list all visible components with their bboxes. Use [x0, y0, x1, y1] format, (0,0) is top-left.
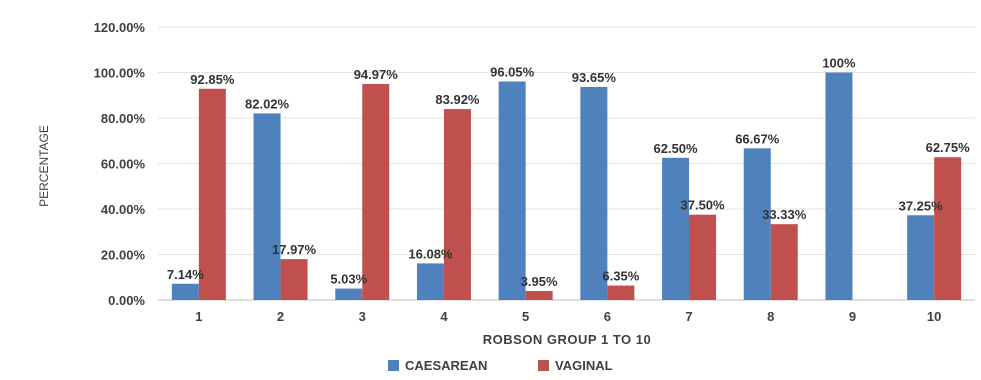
bars — [171, 72, 962, 300]
legend-label: CAESAREAN — [405, 358, 487, 373]
bar-caesarean — [335, 288, 363, 300]
y-tick-label: 40.00% — [101, 202, 146, 217]
data-label: 92.85% — [190, 72, 235, 87]
data-label: 66.67% — [735, 131, 780, 146]
data-label: 94.97% — [354, 67, 399, 82]
legend: CAESAREAN VAGINAL — [388, 358, 613, 373]
bar-vaginal — [525, 291, 553, 300]
legend-swatch — [388, 360, 399, 371]
y-axis-title: PERCENTAGE — [37, 125, 51, 207]
data-label: 62.50% — [654, 141, 699, 156]
data-label: 93.65% — [572, 70, 617, 85]
bar-caesarean — [580, 86, 608, 300]
bar-caesarean — [171, 283, 199, 300]
data-label: 83.92% — [435, 92, 480, 107]
bar-caesarean — [825, 72, 853, 300]
data-label: 3.95% — [521, 274, 558, 289]
x-axis-title: ROBSON GROUP 1 TO 10 — [483, 332, 651, 347]
legend-label: VAGINAL — [555, 358, 613, 373]
legend-swatch — [538, 360, 549, 371]
data-labels: 7.14% 92.85% 82.02% 17.97% 5.03% 94.97% 16.08%… — [167, 56, 970, 290]
data-label: 37.50% — [681, 198, 726, 213]
y-tick-label: 80.00% — [101, 111, 146, 126]
bar-vaginal — [770, 224, 798, 300]
x-tick-label: 7 — [685, 309, 692, 324]
bar-caesarean — [907, 215, 935, 300]
x-axis-ticks: 1 2 3 4 5 6 7 8 9 10 — [195, 309, 941, 324]
data-label: 82.02% — [245, 96, 290, 111]
x-tick-label: 6 — [604, 309, 611, 324]
bar-vaginal — [362, 83, 390, 300]
bar-caesarean — [662, 157, 690, 300]
y-tick-label: 20.00% — [101, 248, 146, 263]
y-tick-label: 60.00% — [101, 157, 146, 172]
x-tick-label: 1 — [195, 309, 202, 324]
x-tick-label: 8 — [767, 309, 774, 324]
bar-caesarean — [253, 113, 281, 300]
x-tick-label: 3 — [359, 309, 366, 324]
x-tick-label: 5 — [522, 309, 529, 324]
bar-caesarean — [416, 263, 444, 300]
x-tick-label: 10 — [927, 309, 941, 324]
y-axis-ticks: 0.00% 20.00% 40.00% 60.00% 80.00% 100.00% 120.… — [94, 20, 146, 308]
bar-vaginal — [443, 109, 471, 300]
y-tick-label: 120.00% — [94, 20, 146, 35]
data-label: 100% — [822, 56, 856, 71]
bar-vaginal — [198, 88, 226, 300]
y-tick-label: 100.00% — [94, 66, 146, 81]
bar-vaginal — [280, 259, 308, 300]
y-tick-label: 0.00% — [108, 293, 145, 308]
data-label: 5.03% — [330, 272, 367, 287]
bar-caesarean — [743, 148, 771, 300]
data-label: 96.05% — [490, 64, 535, 79]
x-tick-label: 2 — [277, 309, 284, 324]
gridlines — [158, 26, 975, 301]
data-label: 6.35% — [602, 269, 639, 284]
data-label: 37.25% — [899, 198, 944, 213]
x-tick-label: 4 — [440, 309, 448, 324]
bar-caesarean — [498, 81, 526, 300]
bar-vaginal — [934, 157, 962, 300]
data-label: 7.14% — [167, 267, 204, 282]
bar-vaginal — [607, 285, 635, 300]
data-label: 16.08% — [408, 246, 453, 261]
data-label: 33.33% — [762, 207, 807, 222]
bar-vaginal — [689, 214, 717, 300]
x-tick-label: 9 — [849, 309, 856, 324]
data-label: 62.75% — [926, 140, 971, 155]
data-label: 17.97% — [272, 242, 317, 257]
